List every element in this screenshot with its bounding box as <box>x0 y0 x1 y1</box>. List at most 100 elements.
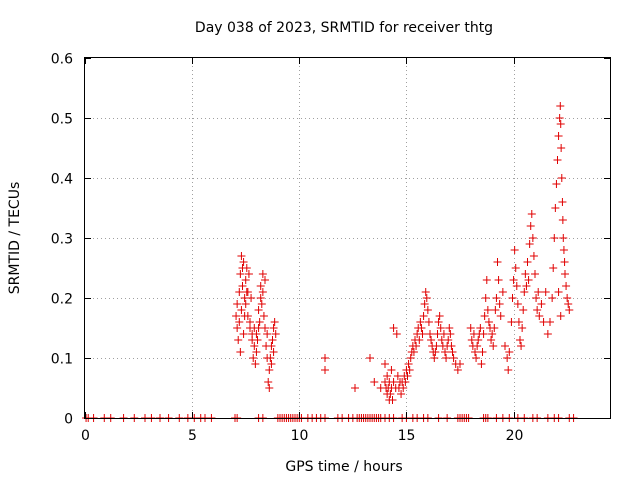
data-point <box>453 366 462 374</box>
data-point <box>473 342 482 350</box>
data-point <box>561 270 569 278</box>
data-point <box>503 354 512 362</box>
data-point <box>484 318 493 326</box>
y-tick-label: 0 <box>64 412 73 428</box>
data-point <box>448 348 457 356</box>
data-point <box>252 348 261 356</box>
y-tick-label: 0.4 <box>51 172 73 188</box>
data-point <box>491 306 500 314</box>
data-point <box>474 336 483 344</box>
data-point <box>435 312 444 320</box>
data-point <box>250 342 259 350</box>
data-point <box>563 294 572 302</box>
data-point <box>477 360 486 368</box>
data-point <box>421 288 430 296</box>
data-point <box>241 300 250 308</box>
data-point <box>480 312 489 320</box>
data-point <box>564 300 573 308</box>
data-point <box>481 294 490 302</box>
data-point <box>534 288 543 296</box>
data-point <box>487 336 496 344</box>
data-point <box>405 366 414 374</box>
data-point <box>520 288 529 296</box>
y-axis-label: SRMTID / TECUs <box>7 182 23 295</box>
data-point <box>409 348 418 356</box>
data-point <box>267 342 276 350</box>
data-point <box>549 264 558 272</box>
data-point <box>551 204 560 212</box>
data-point <box>236 348 245 356</box>
data-point <box>416 318 425 326</box>
data-point <box>237 252 246 260</box>
data-point <box>241 276 250 284</box>
data-point <box>504 366 513 374</box>
data-point <box>558 216 567 224</box>
data-point <box>366 354 374 362</box>
data-point <box>406 354 415 362</box>
data-point <box>507 318 516 326</box>
data-point <box>509 276 518 284</box>
data-point <box>557 174 566 182</box>
data-point <box>233 300 242 308</box>
data-point <box>555 114 564 122</box>
data-point <box>269 348 278 356</box>
data-point <box>254 306 263 314</box>
data-point <box>516 336 524 344</box>
data-point <box>529 252 538 260</box>
x-tick-label: 20 <box>506 428 524 444</box>
data-point <box>524 276 533 284</box>
data-point <box>441 348 449 356</box>
data-point <box>552 180 561 188</box>
data-point <box>240 312 249 320</box>
data-point <box>253 336 262 344</box>
data-point <box>415 336 424 344</box>
data-point <box>553 156 562 164</box>
data-point <box>387 366 396 374</box>
grid-lines <box>85 58 610 418</box>
data-point <box>548 294 557 302</box>
data-point <box>471 348 479 356</box>
data-point <box>449 354 458 362</box>
data-point <box>478 348 487 356</box>
data-point <box>388 396 397 404</box>
data-point <box>559 246 568 254</box>
data-point <box>423 306 432 314</box>
data-point <box>532 294 541 302</box>
data-point <box>522 282 531 290</box>
data-point <box>488 330 497 338</box>
data-point <box>259 312 268 320</box>
data-point <box>527 210 536 218</box>
data-point <box>422 294 431 302</box>
data-point <box>526 222 535 230</box>
data-point <box>554 132 563 140</box>
data-point <box>268 336 277 344</box>
data-point <box>267 360 276 368</box>
data-point <box>235 288 244 296</box>
data-point <box>234 336 243 344</box>
data-point <box>444 336 453 344</box>
y-tick-label: 0.6 <box>51 52 73 68</box>
data-point <box>251 360 260 368</box>
data-point <box>238 264 247 272</box>
data-point <box>266 354 275 362</box>
data-point <box>236 270 245 278</box>
data-point <box>556 120 565 128</box>
data-point <box>495 300 504 308</box>
data-point <box>256 282 265 290</box>
data-point <box>493 258 502 266</box>
data-point <box>490 324 499 332</box>
plot-frame <box>84 57 611 419</box>
data-point <box>483 306 492 314</box>
data-point <box>397 390 406 398</box>
data-point <box>232 312 241 320</box>
x-tick-label: 10 <box>291 428 309 444</box>
data-point <box>247 294 256 302</box>
data-point <box>445 324 454 332</box>
data-point <box>505 348 514 356</box>
data-point <box>420 300 429 308</box>
data-point <box>265 366 274 374</box>
data-point <box>430 354 439 362</box>
data-point <box>258 270 267 278</box>
data-point <box>427 336 436 344</box>
data-point <box>239 258 248 266</box>
